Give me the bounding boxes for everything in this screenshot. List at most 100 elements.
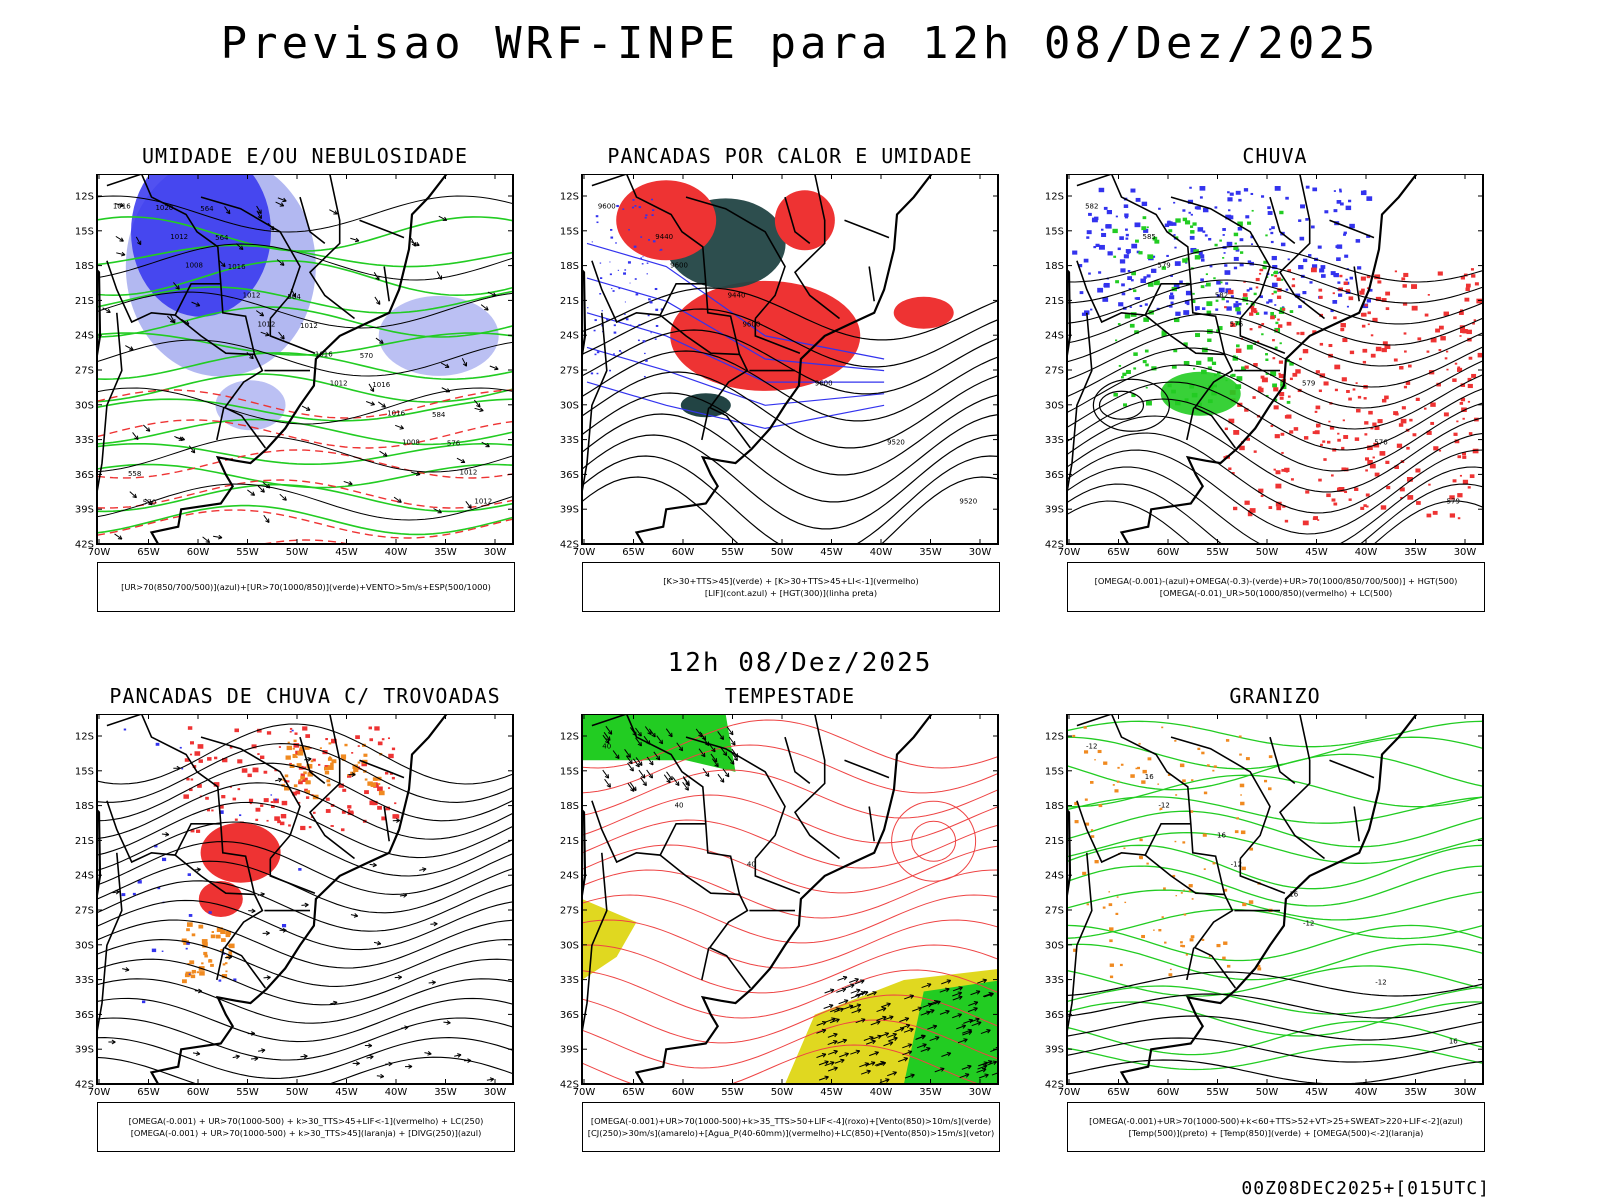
- wind-vector: [904, 1074, 915, 1079]
- omega-green-area: [1207, 366, 1212, 370]
- thunderstorm-orange-area: [199, 971, 205, 976]
- thunderstorm-red-area: [388, 753, 394, 759]
- precip-red-area: [1244, 500, 1250, 505]
- omega-orange-area: [1158, 928, 1162, 932]
- streamline-arrow: [395, 818, 401, 823]
- lon-label: 35W: [434, 547, 457, 558]
- precip-red-area: [1268, 506, 1273, 510]
- precip-red-area: [1472, 448, 1479, 454]
- thunderstorm-red-area: [357, 745, 360, 747]
- omega-orange-area: [1190, 935, 1195, 939]
- omega-green-area: [1193, 367, 1196, 370]
- map-svg: 9600960096009600952095209440944012S15S18…: [560, 174, 999, 558]
- omega-orange-area: [1222, 956, 1226, 960]
- omega-blue-area: [1339, 188, 1342, 191]
- temp-850-contour: [1067, 985, 1483, 1015]
- wind-vector: [626, 753, 631, 758]
- wind-vector: [651, 732, 656, 738]
- lat-label: 18S: [1045, 261, 1064, 272]
- map-frame: [581, 714, 999, 1085]
- omega-blue-area: [1169, 304, 1173, 308]
- country-border: [1353, 806, 1360, 842]
- omega-orange-area: [1086, 903, 1089, 906]
- wind-vector: [249, 354, 254, 360]
- contour-label: 558: [128, 470, 141, 478]
- precip-red-area: [1473, 319, 1477, 322]
- thunderstorm-red-area: [271, 805, 275, 809]
- lat-label: 33S: [75, 435, 94, 446]
- precip-red-area: [1257, 340, 1260, 343]
- thunderstorm-red-area: [249, 802, 252, 805]
- lon-label: 35W: [1404, 1087, 1427, 1098]
- precip-red-area: [1355, 382, 1358, 384]
- contour-label: 1016: [228, 263, 246, 271]
- thunderstorm-orange-area: [305, 780, 311, 785]
- omega-blue-area: [1267, 211, 1273, 215]
- omega-orange-area: [1142, 769, 1147, 774]
- lat-label: 27S: [1045, 366, 1064, 377]
- wind-vector: [114, 203, 124, 207]
- wind-vector: [224, 206, 231, 215]
- lon-label: 70W: [573, 1087, 596, 1098]
- omega-blue-area: [1339, 202, 1344, 206]
- panel-granizo: GRANIZO -12 -12 -12 -12 -12 16 16 16 16 12S 15S 18S 2…: [1025, 684, 1525, 1174]
- omega-orange-area: [1208, 955, 1211, 958]
- precip-red-area: [1257, 387, 1264, 393]
- omega-blue-area: [1324, 210, 1329, 214]
- streamline-arrow: [379, 1073, 385, 1079]
- omega-green-area: [1262, 265, 1267, 270]
- wind-vector: [926, 983, 932, 988]
- wind-vector: [879, 1032, 889, 1038]
- omega-orange-area: [1116, 896, 1119, 898]
- omega-blue-area: [1127, 276, 1133, 281]
- contour-label: 16: [1217, 832, 1226, 840]
- lat-label: 18S: [75, 261, 94, 272]
- omega-blue-area: [1078, 264, 1083, 268]
- height-500-contour: [1067, 466, 1483, 544]
- wind-vector: [635, 727, 642, 737]
- wind-vector: [632, 758, 640, 768]
- thunderstorm-red-area: [213, 782, 220, 787]
- wind-vector: [705, 772, 710, 777]
- wind-vector: [640, 774, 646, 779]
- thunderstorm-red-area: [278, 746, 281, 748]
- wind-vector: [922, 1003, 932, 1008]
- divergence-blue-area: [137, 880, 142, 884]
- wind-vector: [956, 1024, 966, 1030]
- precip-red-area: [1318, 295, 1323, 299]
- lifted-index-contour: [586, 312, 885, 383]
- thunderstorm-orange-area: [297, 750, 304, 756]
- omega-blue-area: [1199, 196, 1203, 199]
- wind-vector: [887, 1037, 898, 1042]
- panel-title: PANCADAS POR CALOR E UMIDADE: [607, 144, 973, 168]
- map-layer: [97, 714, 513, 1084]
- thunderstorm-orange-area: [293, 784, 298, 788]
- lat-label: 15S: [1045, 766, 1064, 777]
- wind-vector: [963, 1019, 973, 1024]
- precip-red-area: [1259, 269, 1263, 272]
- thunderstorm-red-area: [331, 825, 334, 827]
- precip-red-area: [1340, 329, 1344, 332]
- contour-label: 9440: [728, 292, 746, 300]
- lifted-index-contour: [606, 318, 609, 321]
- streamline-850: [582, 769, 998, 819]
- thunderstorm-orange-area: [364, 778, 368, 781]
- omega-blue-area: [1269, 228, 1272, 231]
- wind-vector: [977, 1021, 982, 1026]
- precip-red-area: [1260, 494, 1264, 498]
- map-frame: [96, 174, 514, 545]
- omega-green-area: [1234, 242, 1237, 245]
- wind-vector: [668, 775, 673, 781]
- height-500-contour: [1067, 279, 1483, 325]
- wind-vector: [818, 1076, 829, 1081]
- thunderstorm-red-area: [381, 738, 385, 741]
- omega-blue-area: [1330, 309, 1334, 313]
- thunderstorm-red-area: [361, 761, 367, 767]
- streamline-arrow: [196, 867, 201, 873]
- country-border: [1170, 196, 1271, 320]
- lifted-index-contour: [640, 236, 643, 238]
- wind-vector: [276, 259, 285, 266]
- lifted-index-contour: [586, 277, 885, 372]
- precip-red-area: [1453, 432, 1458, 436]
